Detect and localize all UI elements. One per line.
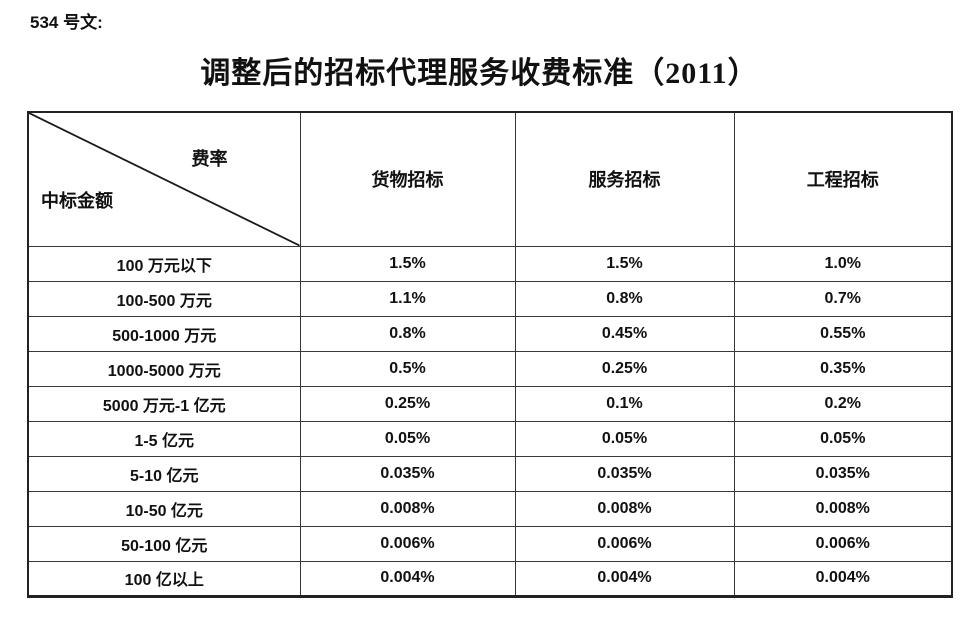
rate-cell: 1.1% bbox=[299, 280, 516, 317]
table-row: 500-1000 万元 0.8% 0.45% 0.55% bbox=[27, 315, 953, 352]
table-row: 1-5 亿元 0.05% 0.05% 0.05% bbox=[27, 420, 953, 457]
table-row: 100-500 万元 1.1% 0.8% 0.7% bbox=[27, 280, 953, 317]
rate-cell: 0.008% bbox=[299, 490, 516, 527]
rate-cell: 0.008% bbox=[733, 490, 953, 527]
table-row: 1000-5000 万元 0.5% 0.25% 0.35% bbox=[27, 350, 953, 387]
rate-cell: 0.004% bbox=[514, 560, 735, 597]
rate-cell: 0.035% bbox=[299, 455, 516, 492]
rate-cell: 0.05% bbox=[514, 420, 735, 457]
row-label: 100 万元以下 bbox=[27, 245, 301, 282]
rate-cell: 0.2% bbox=[733, 385, 953, 422]
column-header-goods: 货物招标 bbox=[299, 111, 516, 247]
rate-cell: 0.004% bbox=[733, 560, 953, 597]
row-label: 100-500 万元 bbox=[27, 280, 301, 317]
rate-cell: 0.25% bbox=[514, 350, 735, 387]
row-label: 10-50 亿元 bbox=[27, 490, 301, 527]
table-row: 100 万元以下 1.5% 1.5% 1.0% bbox=[27, 245, 953, 282]
row-label: 5-10 亿元 bbox=[27, 455, 301, 492]
corner-label-amount: 中标金额 bbox=[41, 191, 113, 211]
rate-cell: 0.006% bbox=[514, 525, 735, 562]
rate-cell: 0.8% bbox=[514, 280, 735, 317]
rate-cell: 0.035% bbox=[733, 455, 953, 492]
rate-cell: 0.006% bbox=[299, 525, 516, 562]
rate-cell: 0.7% bbox=[733, 280, 953, 317]
rate-cell: 0.008% bbox=[514, 490, 735, 527]
corner-cell: 费率 中标金额 bbox=[27, 111, 301, 247]
table-row: 5000 万元-1 亿元 0.25% 0.1% 0.2% bbox=[27, 385, 953, 422]
row-label: 5000 万元-1 亿元 bbox=[27, 385, 301, 422]
table-body: 100 万元以下 1.5% 1.5% 1.0% 100-500 万元 1.1% 0.8% 0.… bbox=[27, 245, 953, 597]
rate-cell: 0.45% bbox=[514, 315, 735, 352]
fee-table: 费率 中标金额 货物招标 服务招标 工程招标 100 万元以下 1.5% 1.5% 1… bbox=[27, 111, 953, 598]
rate-cell: 0.004% bbox=[299, 560, 516, 597]
header-row: 费率 中标金额 货物招标 服务招标 工程招标 bbox=[27, 111, 953, 247]
rate-cell: 1.5% bbox=[514, 245, 735, 282]
rate-cell: 0.25% bbox=[299, 385, 516, 422]
diagonal-line-icon bbox=[29, 113, 300, 246]
rate-cell: 0.05% bbox=[733, 420, 953, 457]
rate-cell: 0.035% bbox=[514, 455, 735, 492]
column-header-engineering: 工程招标 bbox=[733, 111, 953, 247]
table-row: 50-100 亿元 0.006% 0.006% 0.006% bbox=[27, 525, 953, 562]
rate-cell: 0.1% bbox=[514, 385, 735, 422]
page-title: 调整后的招标代理服务收费标准（2011） bbox=[200, 57, 759, 90]
doc-number: 534 号文: bbox=[30, 13, 103, 32]
rate-cell: 1.0% bbox=[733, 245, 953, 282]
row-label: 1000-5000 万元 bbox=[27, 350, 301, 387]
rate-cell: 0.5% bbox=[299, 350, 516, 387]
rate-cell: 0.8% bbox=[299, 315, 516, 352]
row-label: 100 亿以上 bbox=[27, 560, 301, 597]
row-label: 50-100 亿元 bbox=[27, 525, 301, 562]
column-header-service: 服务招标 bbox=[514, 111, 735, 247]
table-row: 10-50 亿元 0.008% 0.008% 0.008% bbox=[27, 490, 953, 527]
corner-label-rate: 费率 bbox=[191, 149, 228, 169]
rate-cell: 0.006% bbox=[733, 525, 953, 562]
table-row: 100 亿以上 0.004% 0.004% 0.004% bbox=[27, 560, 953, 597]
rate-cell: 0.55% bbox=[733, 315, 953, 352]
table-row: 5-10 亿元 0.035% 0.035% 0.035% bbox=[27, 455, 953, 492]
rate-cell: 0.35% bbox=[733, 350, 953, 387]
rate-cell: 1.5% bbox=[299, 245, 516, 282]
row-label: 1-5 亿元 bbox=[27, 420, 301, 457]
row-label: 500-1000 万元 bbox=[27, 315, 301, 352]
rate-cell: 0.05% bbox=[299, 420, 516, 457]
